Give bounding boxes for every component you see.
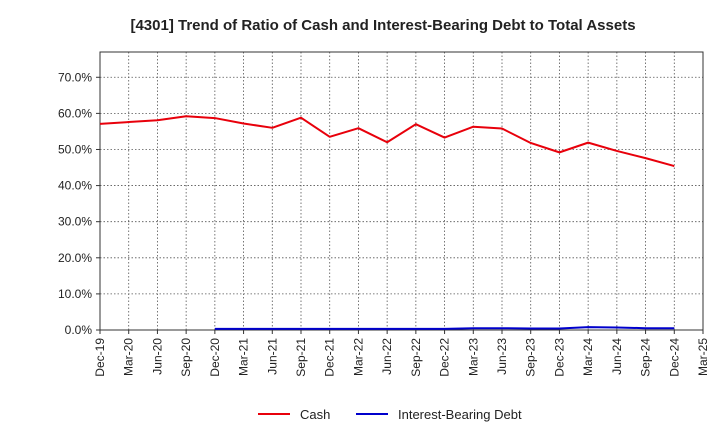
x-tick-label: Mar-24 bbox=[581, 338, 595, 376]
y-tick-label: 70.0% bbox=[58, 70, 92, 84]
y-tick-label: 10.0% bbox=[58, 287, 92, 301]
axes bbox=[96, 51, 704, 334]
plot-frame bbox=[99, 51, 704, 331]
x-tick-label: Jun-24 bbox=[610, 338, 624, 375]
y-tick-label: 50.0% bbox=[58, 142, 92, 156]
series-line-interest-bearing-debt bbox=[214, 326, 675, 330]
series-line-cash bbox=[99, 115, 675, 168]
legend-label-interest-bearing-debt: Interest-Bearing Debt bbox=[398, 407, 522, 422]
x-tick-label: Mar-20 bbox=[122, 338, 136, 376]
x-tick-label: Dec-21 bbox=[323, 338, 337, 377]
y-tick-label: 60.0% bbox=[58, 106, 92, 120]
x-tick-label: Sep-23 bbox=[524, 338, 538, 377]
x-tick-label: Jun-21 bbox=[265, 338, 279, 375]
chart-title: [4301] Trend of Ratio of Cash and Intere… bbox=[130, 17, 635, 34]
x-tick-label: Mar-21 bbox=[237, 338, 251, 376]
x-tick-label: Sep-21 bbox=[294, 338, 308, 377]
x-tick-label: Dec-23 bbox=[552, 338, 566, 377]
y-tick-label: 20.0% bbox=[58, 251, 92, 265]
x-tick-label: Jun-22 bbox=[380, 338, 394, 375]
x-tick-label: Sep-22 bbox=[409, 338, 423, 377]
legend-label-cash: Cash bbox=[300, 407, 330, 422]
y-tick-label: 40.0% bbox=[58, 179, 92, 193]
x-tick-label: Dec-19 bbox=[93, 338, 107, 377]
y-tick-label: 30.0% bbox=[58, 215, 92, 229]
y-tick-label: 0.0% bbox=[65, 323, 93, 337]
x-tick-labels: Dec-19 Mar-20 Jun-20 Sep-20 Dec-20 Mar-21 Jun-… bbox=[93, 338, 710, 377]
y-tick-labels: 0.0% 10.0% 20.0% 30.0% 40.0% 50.0% 60.0% 70.0% bbox=[58, 70, 92, 337]
x-tick-label: Sep-24 bbox=[639, 338, 653, 377]
x-tick-label: Mar-25 bbox=[696, 338, 710, 376]
x-tick-label: Dec-20 bbox=[208, 338, 222, 377]
x-tick-label: Dec-22 bbox=[438, 338, 452, 377]
x-tick-label: Jun-23 bbox=[495, 338, 509, 375]
x-tick-label: Jun-20 bbox=[150, 338, 164, 375]
legend: Cash Interest-Bearing Debt bbox=[258, 407, 522, 422]
x-tick-label: Mar-23 bbox=[466, 338, 480, 376]
grid bbox=[99, 52, 704, 330]
x-tick-label: Dec-24 bbox=[667, 338, 681, 377]
series-lines bbox=[99, 115, 675, 330]
x-tick-label: Mar-22 bbox=[351, 338, 365, 376]
x-tick-label: Sep-20 bbox=[179, 338, 193, 377]
